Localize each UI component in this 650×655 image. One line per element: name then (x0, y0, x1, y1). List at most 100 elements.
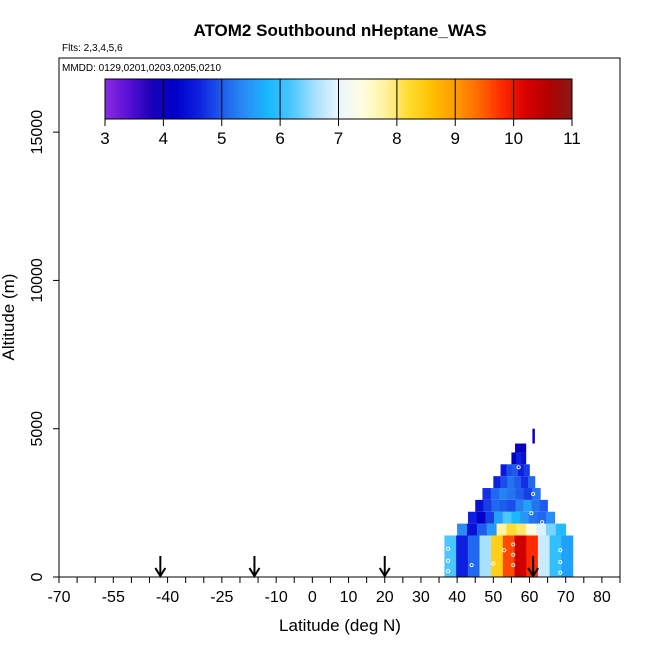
colorbar-swatch (280, 79, 284, 119)
colorbar-swatch (350, 79, 354, 119)
heatmap-cell (467, 535, 480, 577)
heatmap-cell (537, 535, 550, 577)
colorbar-swatch (525, 79, 529, 119)
heatmap-cell (494, 511, 504, 524)
heatmap-cell (545, 523, 557, 536)
x-tick-label: -10 (265, 589, 288, 606)
colorbar-swatch (466, 79, 471, 119)
colorbar-swatch (405, 79, 409, 119)
colorbar-swatch (434, 79, 439, 119)
colorbar-swatch (353, 79, 357, 119)
colorbar-swatch (464, 79, 468, 119)
flight-arrow-head (248, 567, 261, 578)
heatmap-cell (467, 523, 478, 536)
colorbar-swatch (539, 79, 544, 119)
colorbar-swatch (262, 79, 266, 119)
sample-point (558, 548, 563, 553)
colorbar-swatch (510, 79, 515, 119)
x-tick-label: 0 (308, 589, 317, 606)
colorbar-swatch (256, 79, 261, 119)
heatmap-cell (531, 499, 540, 512)
colorbar-swatch (402, 79, 407, 119)
heatmap-cell (526, 523, 537, 536)
colorbar-swatch (551, 79, 555, 119)
colorbar-swatch (347, 79, 351, 119)
colorbar-swatch (160, 79, 164, 119)
heatmap-cell (475, 499, 484, 512)
heatmap-cell (476, 523, 488, 536)
heatmap-cell (476, 511, 486, 524)
colorbar-swatch (175, 79, 179, 119)
colorbar-swatch (145, 79, 150, 119)
colorbar-swatch (119, 79, 123, 119)
colorbar-swatch (163, 79, 167, 119)
colorbar-swatch (472, 79, 477, 119)
colorbar-swatch (183, 79, 188, 119)
colorbar-swatch (306, 79, 310, 119)
heatmap-cell (516, 452, 522, 465)
colorbar-swatch (134, 79, 138, 119)
colorbar-swatch (116, 79, 120, 119)
heatmap-cell (514, 535, 527, 577)
colorbar-swatch (408, 79, 412, 119)
heatmap-cell (523, 488, 533, 500)
sample-point (531, 491, 536, 497)
colorbar-swatch (358, 79, 363, 119)
colorbar-tick-label: 8 (392, 129, 401, 148)
colorbar-swatch (110, 79, 115, 119)
colorbar-swatch (140, 79, 144, 119)
colorbar-swatch (218, 79, 223, 119)
colorbar-swatch (212, 79, 217, 119)
colorbar-swatch (446, 79, 450, 119)
colorbar-swatch (186, 79, 191, 119)
colorbar-swatch (283, 79, 287, 119)
colorbar-swatch (318, 79, 322, 119)
colorbar-swatch (534, 79, 538, 119)
colorbar-swatch (548, 79, 552, 119)
heatmap-cell (496, 523, 507, 536)
heatmap-cell (561, 535, 574, 577)
colorbar-swatch (204, 79, 208, 119)
heatmap-cell (500, 464, 507, 477)
colorbar-swatch (475, 79, 479, 119)
colorbar-swatch (560, 79, 564, 119)
colorbar-swatch (323, 79, 328, 119)
colorbar-swatch (569, 79, 573, 119)
colorbar-swatch (554, 79, 558, 119)
heatmap-cell (491, 499, 500, 512)
sample-point (558, 560, 563, 565)
colorbar-swatch (195, 79, 199, 119)
x-axis: -70 -55 -40 -25 -10 0 10 20 30 40 50 60 70 80 (47, 577, 621, 606)
sample-point (502, 548, 507, 553)
colorbar-swatch (288, 79, 293, 119)
colorbar-swatch (224, 79, 228, 119)
colorbar-tick-label: 6 (275, 129, 284, 148)
colorbar-tick-label: 9 (451, 129, 460, 148)
colorbar-swatch (478, 79, 482, 119)
colorbar-swatch (449, 79, 453, 119)
colorbar-swatch (501, 79, 506, 119)
y-tick-label: 15000 (29, 110, 46, 155)
colorbar-swatch (320, 79, 325, 119)
arrows-layer (154, 556, 539, 578)
colorbar-swatch (519, 79, 523, 119)
heatmap-cell (486, 523, 497, 536)
x-tick-label: 60 (521, 589, 539, 606)
colorbar-swatch (563, 79, 567, 119)
colorbar-swatch (265, 79, 269, 119)
x-tick-label: 30 (412, 589, 430, 606)
x-tick-label: 50 (484, 589, 502, 606)
heatmap-cell (515, 488, 525, 500)
heatmap-cell (502, 511, 512, 524)
heatmap-cell (499, 488, 508, 500)
colorbar-swatch (399, 79, 404, 119)
colorbar-swatch (230, 79, 234, 119)
heatmap-cell (549, 535, 562, 577)
heatmap-cell (515, 443, 521, 453)
heatmap-cell (532, 488, 541, 500)
sample-points-layer (446, 465, 563, 575)
colorbar-swatch (356, 79, 360, 119)
colorbar-swatch (455, 79, 459, 119)
colorbar-swatch (248, 79, 252, 119)
sample-point (469, 563, 474, 568)
